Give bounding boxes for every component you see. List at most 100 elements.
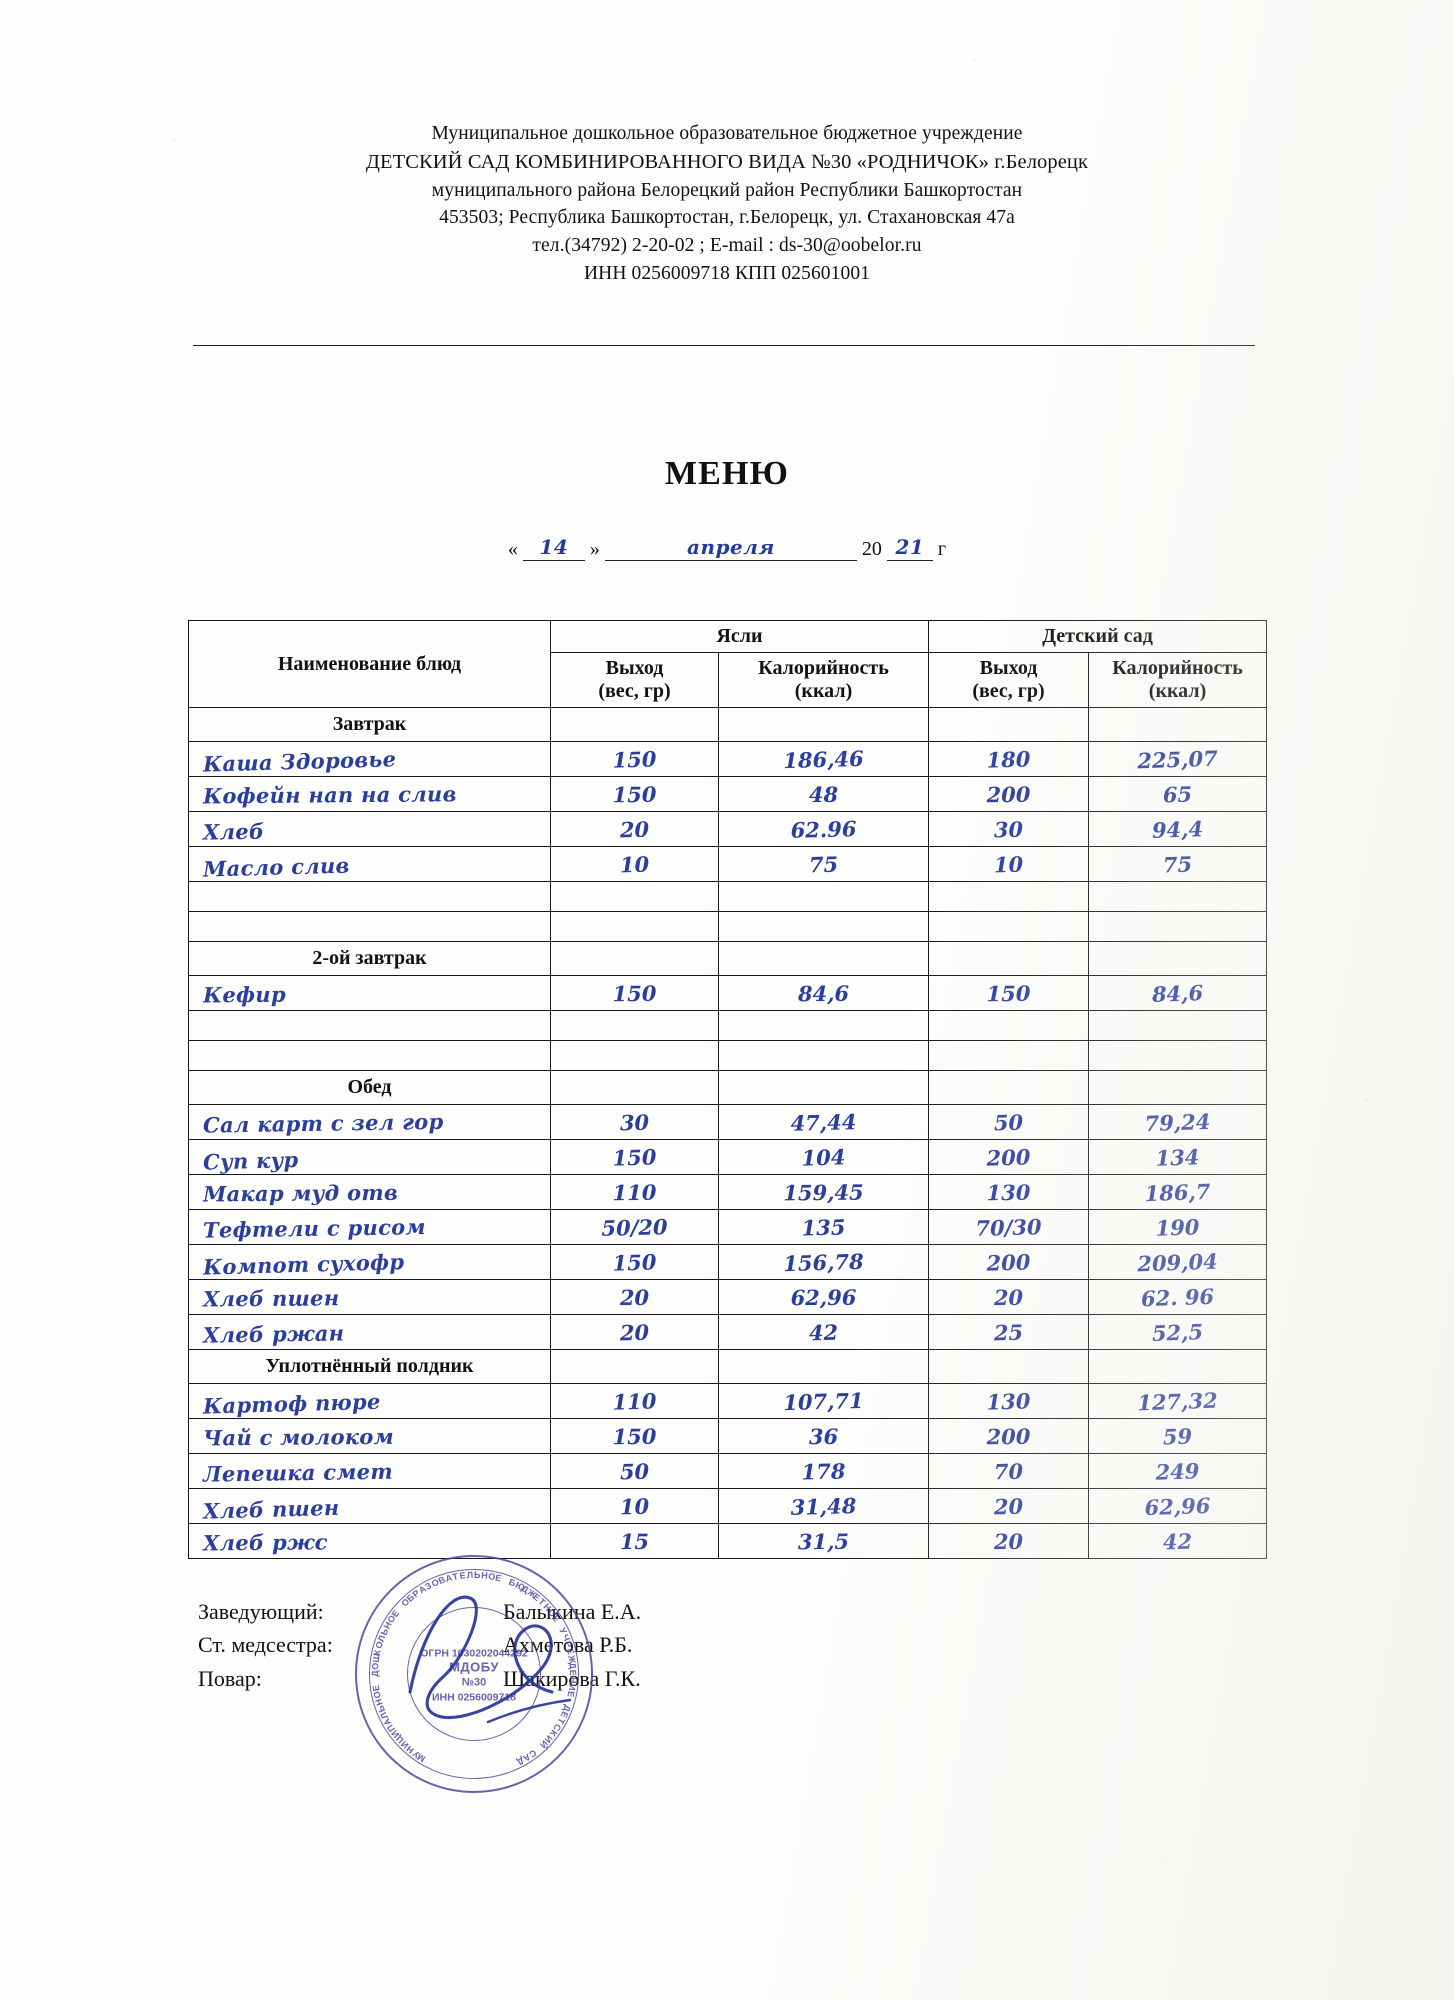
empty-cell — [717, 707, 930, 742]
cell-nursery-output: 150 — [550, 975, 719, 1011]
cell-nursery-output-value: 50 — [619, 1458, 650, 1484]
cell-nursery-calories: 36 — [717, 1418, 930, 1454]
cell-nursery-calories: 135 — [717, 1209, 930, 1245]
cell-nursery-calories: 186,46 — [717, 741, 930, 777]
cell-nursery-calories: 62.96 — [717, 811, 930, 847]
spacer-row — [188, 911, 1268, 942]
cell-dish-name: Масло слив — [188, 846, 551, 882]
cell-nursery-calories-value: 84,6 — [797, 980, 850, 1006]
empty-cell — [717, 1010, 930, 1041]
letterhead-line-4: 453503; Республика Башкортостан, г.Белор… — [439, 207, 1015, 229]
cell-nursery-calories-value: 178 — [801, 1457, 846, 1485]
cell-dish-name: Суп кур — [188, 1139, 551, 1175]
empty-cell — [1088, 881, 1268, 912]
cell-kindergarten-output-value: 200 — [986, 1143, 1031, 1171]
cell-kindergarten-output: 70/30 — [928, 1209, 1090, 1245]
cell-nursery-calories-value: 62,96 — [790, 1284, 857, 1310]
cell-nursery-output: 15 — [550, 1523, 719, 1559]
cell-dish-name-value: Каша Здоровье — [202, 745, 397, 777]
cell-nursery-output: 10 — [550, 1488, 719, 1524]
cell-nursery-calories-value: 107,71 — [782, 1387, 865, 1415]
table-row: Тефтели с рисом 50/20 135 70/30 190 — [188, 1209, 1268, 1245]
year-prefix: 20 — [861, 538, 882, 560]
cell-dish-name: Хлеб ржан — [188, 1314, 551, 1350]
header-cal-kindergarten: Калорийность (ккал) — [1088, 652, 1268, 708]
header-group-kindergarten: Детский сад — [928, 620, 1268, 653]
header-dish-name: Наименование блюд — [188, 620, 551, 708]
cell-kindergarten-output-value: 150 — [986, 980, 1031, 1006]
cell-kindergarten-calories: 209,04 — [1088, 1244, 1268, 1280]
empty-cell — [550, 881, 719, 912]
cell-kindergarten-calories: 134 — [1088, 1139, 1268, 1175]
cell-kindergarten-calories-value: 190 — [1155, 1213, 1200, 1241]
cell-dish-name-value: Масло слив — [202, 852, 350, 882]
cell-dish-name: Сал карт с зел гор — [188, 1104, 551, 1140]
empty-cell — [928, 941, 1090, 976]
empty-cell — [1088, 1040, 1268, 1071]
quote-open: « — [507, 538, 518, 560]
cell-nursery-output-value: 150 — [612, 1423, 657, 1449]
cell-kindergarten-calories-value: 94,4 — [1151, 815, 1204, 843]
cell-dish-name: Хлеб пшен — [188, 1279, 551, 1315]
cell-kindergarten-calories-value: 249 — [1155, 1457, 1200, 1485]
date-month-value: апреля — [687, 535, 775, 559]
table-row: Суп кур 150 104 200 134 — [188, 1139, 1268, 1175]
meal-section-heading: Обед — [188, 1070, 551, 1105]
table-row: Хлеб пшен 20 62,96 20 62. 96 — [188, 1279, 1268, 1315]
cell-dish-name-value: Компот сухофр — [202, 1248, 405, 1280]
cell-nursery-output-value: 110 — [612, 1387, 657, 1415]
cell-kindergarten-output: 130 — [928, 1383, 1090, 1419]
cell-nursery-output-value: 30 — [619, 1109, 650, 1135]
empty-cell — [928, 1349, 1090, 1384]
cell-nursery-output-value: 150 — [612, 745, 657, 773]
menu-table: Наименование блюд Ясли Детский сад Выход… — [188, 620, 1268, 1559]
empty-cell — [717, 911, 930, 942]
table-row: Лепешка смет 50 178 70 249 — [188, 1453, 1268, 1489]
empty-cell — [550, 1070, 719, 1105]
cell-kindergarten-output-value: 200 — [986, 1423, 1031, 1449]
cell-nursery-calories-value: 47,44 — [790, 1108, 857, 1136]
empty-cell — [717, 881, 930, 912]
table-row: Хлеб 20 62.96 30 94,4 — [188, 811, 1268, 847]
cell-kindergarten-calories: 65 — [1088, 776, 1268, 812]
cell-kindergarten-output-value: 130 — [986, 1387, 1031, 1415]
meal-section-row: Завтрак — [188, 707, 1268, 742]
date-day-value: 14 — [539, 535, 569, 559]
cell-kindergarten-calories-value: 127,32 — [1136, 1387, 1219, 1415]
header-divider — [193, 345, 1255, 346]
cell-kindergarten-calories-value: 42 — [1162, 1527, 1193, 1555]
empty-cell — [550, 1349, 719, 1384]
header-group-nursery: Ясли — [549, 620, 930, 653]
cell-kindergarten-output: 200 — [928, 1139, 1090, 1175]
cell-nursery-output: 150 — [550, 1418, 719, 1454]
cell-kindergarten-output-value: 180 — [986, 745, 1031, 773]
cell-kindergarten-output: 180 — [928, 741, 1090, 777]
cell-dish-name: Хлеб пшен — [188, 1488, 551, 1524]
meal-section-heading: Уплотнённый полдник — [188, 1349, 551, 1384]
empty-cell — [188, 911, 551, 942]
cell-kindergarten-calories-value: 59 — [1162, 1422, 1193, 1450]
empty-cell — [717, 1070, 930, 1105]
table-row: Хлеб пшен 10 31,48 20 62,96 — [188, 1488, 1268, 1524]
empty-cell — [1088, 1010, 1268, 1041]
cell-nursery-calories-value: 31,48 — [790, 1492, 857, 1520]
cell-kindergarten-output-value: 25 — [993, 1319, 1024, 1345]
cell-kindergarten-output-value: 20 — [993, 1284, 1024, 1310]
cell-nursery-output: 150 — [550, 1139, 719, 1175]
cell-nursery-output-value: 150 — [612, 980, 657, 1006]
spacer-row — [188, 1010, 1268, 1041]
cell-nursery-calories: 156,78 — [717, 1244, 930, 1280]
table-row: Кофейн нап на слив 150 48 200 65 — [188, 776, 1268, 812]
cell-kindergarten-output: 10 — [928, 846, 1090, 882]
cell-dish-name-value: Кефир — [202, 981, 286, 1007]
empty-cell — [188, 881, 551, 912]
cell-nursery-calories: 84,6 — [717, 975, 930, 1011]
cell-nursery-calories: 31,5 — [717, 1523, 930, 1559]
cell-dish-name-value: Лепешка смет — [202, 1458, 394, 1487]
cell-dish-name-value: Хлеб ржан — [202, 1319, 345, 1348]
cell-nursery-calories-value: 135 — [801, 1213, 846, 1241]
cell-kindergarten-calories-value: 134 — [1155, 1143, 1200, 1171]
cell-nursery-calories-value: 186,46 — [782, 745, 865, 773]
cell-nursery-calories-value: 156,78 — [782, 1248, 865, 1276]
empty-cell — [928, 911, 1090, 942]
